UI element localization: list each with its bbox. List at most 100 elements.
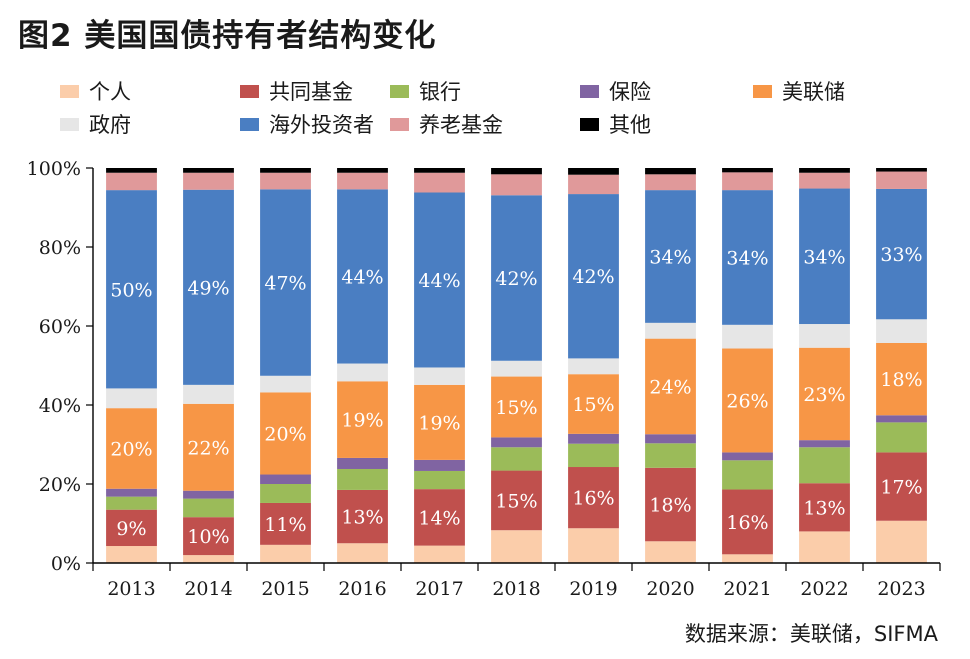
legend-label: 保险 xyxy=(609,80,651,104)
legend-swatch xyxy=(60,117,79,131)
bar-segment xyxy=(337,363,388,382)
bar-segment xyxy=(568,467,619,529)
bar-segment xyxy=(414,172,465,193)
bar-segment xyxy=(491,470,542,531)
legend-label: 政府 xyxy=(89,113,131,137)
bar-segment xyxy=(568,443,619,468)
legend-swatch xyxy=(240,117,259,131)
data-label: 15% xyxy=(495,397,537,419)
bar-segment xyxy=(106,496,157,510)
data-label: 14% xyxy=(418,507,460,529)
bar-segment xyxy=(414,192,465,368)
bar-segment xyxy=(183,189,234,385)
data-label: 19% xyxy=(418,412,460,434)
legend-label: 个人 xyxy=(89,80,131,104)
data-label: 19% xyxy=(341,410,383,432)
x-tick-label: 2014 xyxy=(184,578,232,600)
data-label: 18% xyxy=(880,369,922,391)
data-label: 34% xyxy=(649,246,691,268)
legend-item: 海外投资者 xyxy=(240,109,374,139)
legend-swatch xyxy=(240,84,259,98)
data-label: 26% xyxy=(726,390,768,412)
data-label: 50% xyxy=(110,279,152,301)
bar-segment xyxy=(260,375,311,393)
data-label: 22% xyxy=(187,437,229,459)
bar-segment xyxy=(337,381,388,458)
y-tick-label: 20% xyxy=(39,474,81,496)
chart-title: 图2 美国国债持有者结构变化 xyxy=(18,18,437,54)
x-tick-label: 2019 xyxy=(569,578,617,600)
bar-segment xyxy=(414,367,465,385)
bar-segment xyxy=(722,190,773,325)
legend-item: 养老基金 xyxy=(390,109,503,139)
bar-segment xyxy=(106,546,157,563)
y-tick-label: 80% xyxy=(39,237,81,259)
bar-segment xyxy=(337,189,388,364)
bar-segment xyxy=(491,174,542,196)
bar-segment xyxy=(183,498,234,518)
y-tick-label: 100% xyxy=(27,158,81,180)
bar-segment xyxy=(722,554,773,563)
bar-segment xyxy=(106,190,157,389)
x-tick-label: 2022 xyxy=(800,578,848,600)
legend-item: 美联储 xyxy=(753,76,845,106)
bar-segment xyxy=(568,174,619,195)
bar-segment xyxy=(491,195,542,361)
data-label: 9% xyxy=(116,518,146,540)
bar-segment xyxy=(876,415,927,423)
bar-segment xyxy=(645,443,696,468)
data-label: 20% xyxy=(264,423,306,445)
bar-segment xyxy=(183,172,234,190)
bar-segment xyxy=(645,467,696,542)
bar-segment xyxy=(645,338,696,435)
bar-segment xyxy=(491,437,542,448)
data-label: 44% xyxy=(341,266,383,288)
bar-segment xyxy=(260,502,311,545)
bar-segment xyxy=(260,172,311,190)
y-tick-label: 40% xyxy=(39,395,81,417)
bar-segment xyxy=(722,172,773,191)
bar-segment xyxy=(106,509,157,547)
data-label: 10% xyxy=(187,526,229,548)
data-label: 33% xyxy=(880,244,922,266)
data-label: 17% xyxy=(880,477,922,499)
bar-segment xyxy=(876,168,927,172)
bar-segment xyxy=(799,447,850,484)
bar-segment xyxy=(645,322,696,339)
data-label: 11% xyxy=(264,514,306,536)
bar-segment xyxy=(414,168,465,173)
bar-segment xyxy=(337,489,388,544)
bar-segment xyxy=(876,342,927,416)
bar-segment xyxy=(491,168,542,175)
bar-segment xyxy=(414,489,465,546)
x-tick-label: 2013 xyxy=(107,578,155,600)
legend-item: 政府 xyxy=(60,109,131,139)
legend-label: 美联储 xyxy=(782,80,845,104)
bar-segment xyxy=(722,452,773,461)
bar-segment xyxy=(799,324,850,348)
x-tick-label: 2023 xyxy=(877,578,925,600)
bar-segment xyxy=(876,171,927,189)
bar-segment xyxy=(337,543,388,563)
bar-segment xyxy=(106,408,157,489)
bar-segment xyxy=(645,190,696,323)
y-tick-label: 0% xyxy=(51,553,81,575)
bar-segment xyxy=(876,520,927,563)
data-label: 16% xyxy=(726,512,768,534)
bar-segment xyxy=(491,360,542,377)
bar-segment xyxy=(722,460,773,490)
bar-segment xyxy=(876,319,927,343)
stacked-bar-chart: 0% 20% 40% 60% 80% 100% 9% 20% 50% 2013 10% 22% 49% 2… xyxy=(27,158,941,600)
legend-item: 银行 xyxy=(390,76,461,106)
bar-segment xyxy=(106,172,157,191)
bar-segment xyxy=(337,168,388,173)
legend-swatch xyxy=(580,117,599,131)
x-tick-label: 2021 xyxy=(723,578,771,600)
legend-swatch xyxy=(753,84,772,98)
source-note: 数据来源：美联储，SIFMA xyxy=(684,622,938,646)
bar-segment xyxy=(568,374,619,434)
bar-segment xyxy=(799,531,850,563)
data-label: 49% xyxy=(187,277,229,299)
legend-swatch xyxy=(390,84,409,98)
legend-item: 个人 xyxy=(60,76,131,106)
